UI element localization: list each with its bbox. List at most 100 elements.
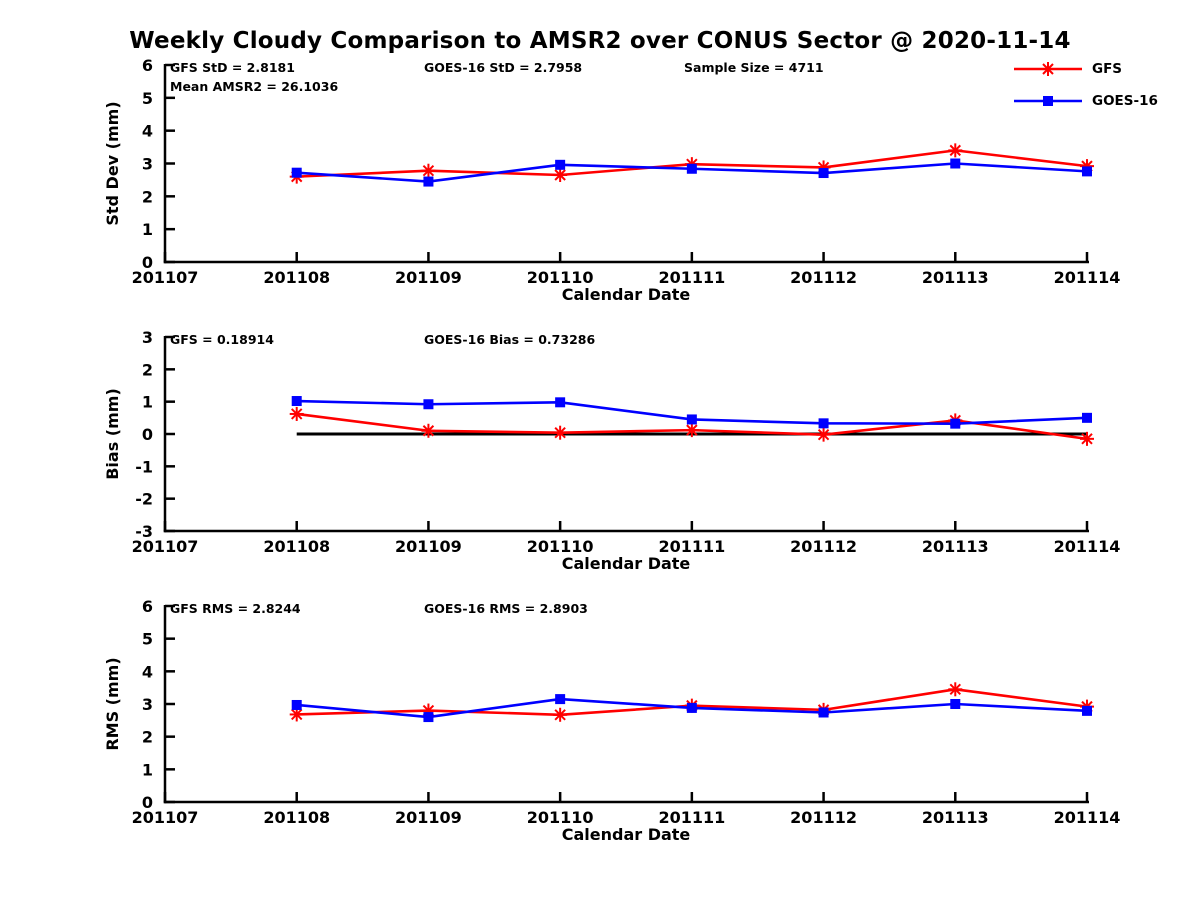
asterisk-marker — [684, 423, 699, 438]
y-tick-label: 6 — [142, 56, 153, 75]
x-tick-label: 201114 — [1054, 537, 1121, 556]
x-tick-label: 201111 — [658, 537, 725, 556]
square-marker — [423, 399, 434, 410]
y-axis-title: Bias (mm) — [103, 388, 122, 480]
series-goes-16 — [291, 694, 1092, 723]
x-tick-label: 201107 — [132, 268, 199, 287]
x-tick-label: 201112 — [790, 268, 857, 287]
x-tick-label: 201112 — [790, 537, 857, 556]
y-tick-label: 4 — [142, 662, 153, 681]
x-tick-label: 201113 — [922, 808, 989, 827]
y-tick-label: 6 — [142, 597, 153, 616]
square-marker — [818, 168, 829, 179]
square-marker — [950, 699, 961, 709]
square-marker — [1082, 705, 1092, 716]
square-marker — [818, 707, 829, 718]
asterisk-marker — [421, 163, 436, 178]
legend-item-gfs: GFS — [1012, 60, 1158, 78]
square-marker — [555, 397, 566, 408]
asterisk-marker — [948, 682, 963, 697]
annotation: GFS StD = 2.8181 — [170, 60, 295, 75]
legend-label-gfs: GFS — [1092, 61, 1123, 77]
x-tick-label: 201110 — [527, 268, 594, 287]
annotation: GOES-16 Bias = 0.73286 — [424, 332, 595, 347]
x-tick-label: 201112 — [790, 808, 857, 827]
y-tick-label: 0 — [142, 425, 153, 444]
asterisk-marker — [421, 423, 436, 438]
asterisk-marker — [816, 427, 831, 442]
y-axis: 0 1 2 3 4 5 6 — [142, 597, 175, 812]
asterisk-marker — [948, 143, 963, 158]
square-marker — [291, 396, 302, 407]
x-axis: 201107 201108 201109 201110 201111 201112 2011… — [132, 521, 1121, 556]
y-tick-label: -2 — [135, 490, 153, 509]
y-tick-label: 0 — [142, 253, 153, 272]
y-tick-label: 2 — [142, 728, 153, 747]
square-marker — [1082, 166, 1092, 177]
y-tick-label: 3 — [142, 328, 153, 347]
square-marker — [686, 163, 697, 174]
x-tick-label: 201108 — [263, 268, 330, 287]
legend-item-goes16: GOES-16 — [1012, 92, 1158, 110]
y-tick-label: 2 — [142, 360, 153, 379]
series-goes-16 — [291, 158, 1092, 187]
x-tick-label: 201113 — [922, 537, 989, 556]
series-goes-16 — [291, 396, 1092, 429]
y-axis-title: RMS (mm) — [103, 657, 122, 750]
legend-label-goes16: GOES-16 — [1092, 93, 1158, 109]
x-tick-label: 201109 — [395, 268, 462, 287]
y-axis: 0 1 2 3 4 5 6 — [142, 56, 175, 272]
square-marker — [950, 158, 961, 169]
asterisk-marker — [289, 406, 304, 421]
y-tick-label: 1 — [142, 393, 153, 412]
x-axis: 201107 201108 201109 201110 201111 201112 2011… — [132, 792, 1121, 827]
square-marker — [686, 414, 697, 425]
gfs-line-asterisk-marker-icon — [1014, 62, 1082, 76]
annotation: GFS RMS = 2.8244 — [170, 601, 301, 616]
y-tick-label: 4 — [142, 122, 153, 141]
x-tick-label: 201111 — [658, 808, 725, 827]
square-marker — [555, 694, 566, 705]
y-tick-label: 5 — [142, 89, 153, 108]
square-marker — [1082, 412, 1092, 423]
y-tick-label: 0 — [142, 793, 153, 812]
annotation: GFS = 0.18914 — [170, 332, 274, 347]
y-tick-label: 3 — [142, 695, 153, 714]
x-tick-label: 201109 — [395, 537, 462, 556]
x-tick-label: 201107 — [132, 537, 199, 556]
y-tick-label: 3 — [142, 155, 153, 174]
square-marker — [818, 418, 829, 429]
x-axis-title: Calendar Date — [562, 554, 691, 573]
legend: GFS GOES-16 — [1012, 60, 1158, 110]
y-axis: -3 -2 -1 0 1 2 3 — [135, 328, 175, 541]
y-tick-label: 2 — [142, 187, 153, 206]
x-axis-title: Calendar Date — [562, 285, 691, 304]
square-marker — [423, 176, 434, 187]
y-tick-label: -1 — [135, 457, 153, 476]
x-tick-label: 201110 — [527, 808, 594, 827]
x-tick-label: 201111 — [658, 268, 725, 287]
square-marker — [291, 699, 302, 710]
x-tick-label: 201114 — [1054, 808, 1121, 827]
goes16-line-square-marker-icon — [1014, 96, 1082, 106]
y-tick-label: 1 — [142, 220, 153, 239]
x-axis-title: Calendar Date — [562, 825, 691, 844]
y-tick-label: 1 — [142, 760, 153, 779]
annotation: Mean AMSR2 = 26.1036 — [170, 79, 338, 94]
asterisk-marker — [1080, 431, 1094, 446]
square-marker — [555, 159, 566, 170]
asterisk-marker — [553, 167, 568, 182]
square-marker — [423, 712, 434, 723]
asterisk-marker — [553, 425, 568, 440]
annotation: GOES-16 StD = 2.7958 — [424, 60, 582, 75]
square-marker — [291, 167, 302, 178]
asterisk-marker — [553, 707, 568, 722]
y-tick-label: 5 — [142, 630, 153, 649]
x-tick-label: 201109 — [395, 808, 462, 827]
square-marker — [686, 702, 697, 713]
